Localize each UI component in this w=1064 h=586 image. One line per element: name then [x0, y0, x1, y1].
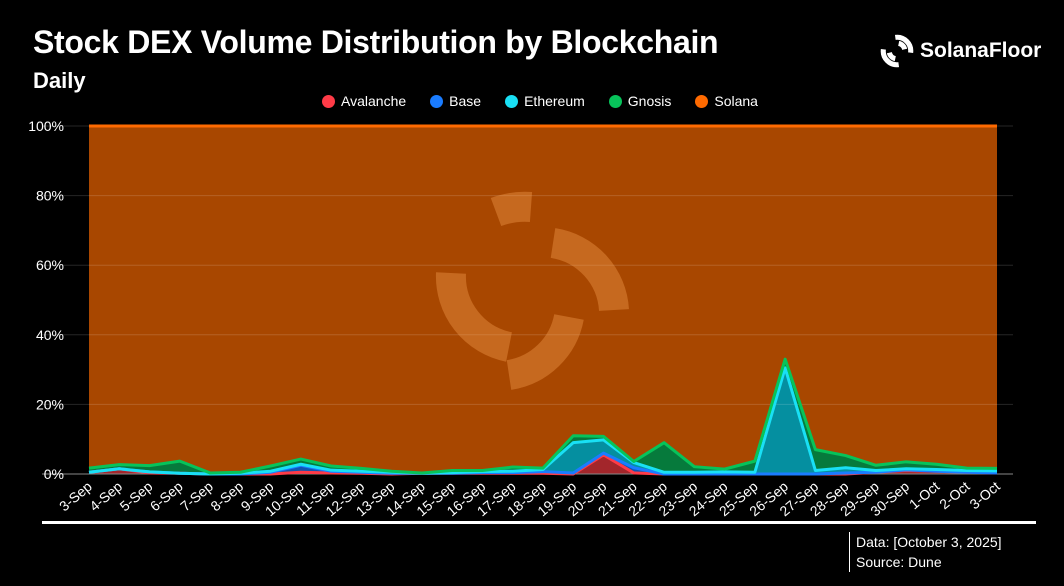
area-solana: [89, 126, 997, 473]
data-date: Data: [October 3, 2025]: [856, 534, 1002, 550]
legend-label: Gnosis: [627, 93, 672, 109]
x-tick-label: 8-Sep: [207, 478, 246, 514]
x-tick-label: 3-Sep: [56, 478, 95, 514]
watermark-arc: [506, 313, 584, 390]
area-avalanche: [89, 454, 997, 474]
legend-label: Ethereum: [524, 93, 585, 109]
x-tick-label: 2-Oct: [936, 478, 973, 512]
legend-label: Solana: [714, 93, 758, 109]
watermark-arc: [435, 272, 513, 362]
legend-item-gnosis[interactable]: Gnosis: [608, 93, 672, 109]
chart-title: Stock DEX Volume Distribution by Blockch…: [33, 24, 719, 60]
divider: [42, 521, 1036, 524]
chart-subtitle: Daily: [33, 68, 86, 93]
x-tick-label: 1-Oct: [906, 478, 943, 512]
watermark-arc: [490, 191, 533, 227]
legend-label: Base: [449, 93, 482, 109]
x-tick-label: 7-Sep: [177, 478, 216, 514]
area-ethereum: [89, 367, 997, 474]
legend-marker: [608, 94, 622, 108]
y-tick-label: 40%: [36, 327, 64, 343]
y-tick-label: 80%: [36, 188, 64, 204]
y-tick-label: 0%: [44, 466, 64, 482]
legend-item-ethereum[interactable]: Ethereum: [505, 93, 585, 109]
solanafloor-logo-icon: [880, 34, 914, 68]
legend-item-base[interactable]: Base: [430, 93, 481, 109]
y-tick-label: 100%: [28, 118, 64, 134]
watermark-arc: [550, 228, 629, 312]
legend-label: Avalanche: [341, 93, 407, 109]
legend-item-solana[interactable]: Solana: [695, 93, 758, 109]
legend-marker: [505, 94, 519, 108]
data-source: Source: Dune: [856, 554, 942, 570]
legend-marker: [430, 94, 444, 108]
x-tick-label: 6-Sep: [147, 478, 186, 514]
legend-marker: [695, 94, 709, 108]
brand-name: SolanaFloor: [920, 39, 1042, 62]
legend: Avalanche Base Ethereum Gnosis Solana: [0, 93, 1064, 109]
brand-logo: SolanaFloor: [880, 34, 1041, 68]
y-tick-label: 20%: [36, 396, 64, 412]
x-tick-label: 5-Sep: [117, 478, 156, 514]
source-note: Data: [October 3, 2025] Source: Dune: [849, 532, 1002, 572]
x-tick-label: 4-Sep: [86, 478, 125, 514]
legend-marker: [322, 94, 336, 108]
line-gnosis: [88, 357, 998, 475]
x-tick-label: 3-Oct: [966, 478, 1003, 512]
watermark-logo-icon: [435, 191, 629, 390]
y-tick-label: 60%: [36, 257, 64, 273]
legend-item-avalanche[interactable]: Avalanche: [322, 93, 406, 109]
